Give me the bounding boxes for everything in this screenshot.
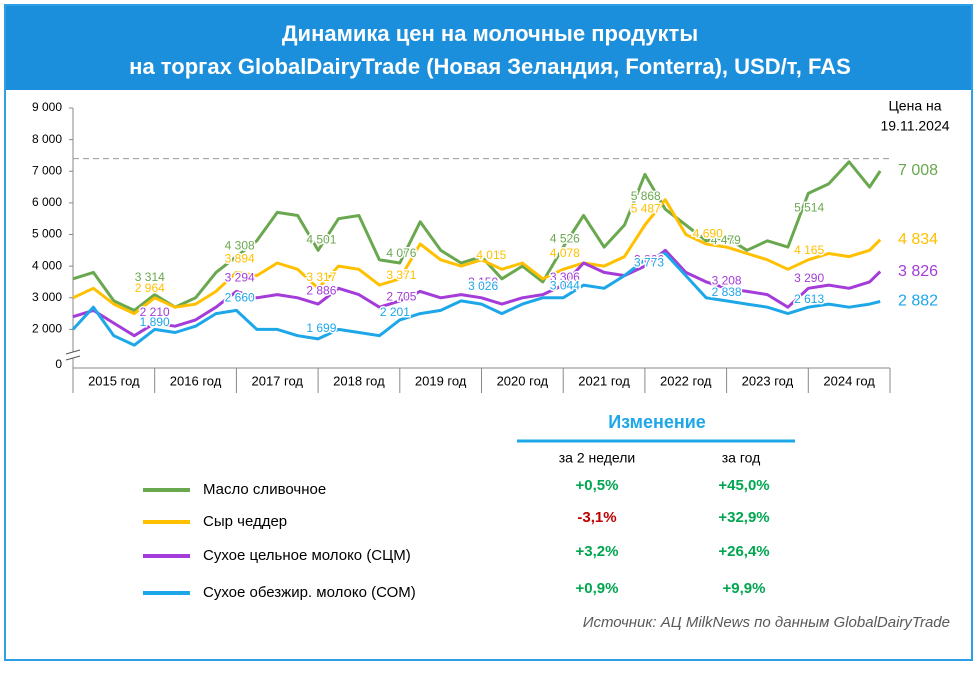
- x-tick-label: 2020 год: [497, 373, 549, 388]
- change-value: +9,9%: [723, 580, 766, 597]
- point-label: 2 660: [225, 291, 255, 305]
- y-tick-label: 2 000: [32, 322, 62, 336]
- changes-title: Изменение: [608, 412, 706, 432]
- point-label: 5 487: [631, 201, 661, 215]
- y-tick-label: 6 000: [32, 195, 62, 209]
- point-label: 3 290: [794, 271, 824, 285]
- price-date: Цена на: [888, 98, 941, 114]
- series-line: [72, 198, 882, 316]
- source: Источник: АЦ MilkNews по данным GlobalDa…: [583, 614, 950, 631]
- x-tick-label: 2021 год: [578, 373, 630, 388]
- legend-label: Сыр чеддер: [203, 513, 287, 530]
- series-line: [72, 160, 882, 312]
- point-label: 3 866: [634, 253, 664, 267]
- last-value-label: 3 826: [898, 263, 938, 280]
- point-label: 4 479: [711, 233, 741, 247]
- point-label: 4 501: [306, 232, 336, 246]
- point-label: 3 044: [550, 279, 580, 293]
- point-label: 3 208: [712, 273, 742, 287]
- point-label: 3 371: [386, 268, 416, 282]
- change-value: +3,2%: [576, 543, 619, 560]
- last-value-label: 2 882: [898, 293, 938, 310]
- change-value: -3,1%: [577, 509, 616, 526]
- point-label: 5 514: [794, 200, 824, 214]
- point-label: 4 078: [550, 246, 580, 260]
- column-header: за 2 недели: [559, 450, 635, 466]
- x-tick-label: 2024 год: [823, 373, 875, 388]
- title-bar: [6, 6, 971, 90]
- x-tick-label: 2022 год: [660, 373, 712, 388]
- change-value: +0,9%: [576, 580, 619, 597]
- point-label: 4 015: [476, 248, 506, 262]
- point-label: 3 150: [468, 275, 498, 289]
- point-label: 4 526: [550, 232, 580, 246]
- point-label: 4 690: [693, 226, 723, 240]
- legend-label: Масло сливочное: [203, 481, 326, 498]
- point-label: 2 705: [386, 289, 416, 303]
- point-label: 2 210: [140, 305, 170, 319]
- y-break-label: 0: [55, 357, 62, 371]
- point-label: 3 894: [225, 252, 255, 266]
- legend-label: Сухое цельное молоко (СЦМ): [203, 547, 411, 564]
- point-label: 2 613: [794, 292, 824, 306]
- point-label: 4 029: [476, 247, 506, 261]
- point-label: 2 886: [306, 284, 336, 298]
- x-tick-label: 2016 год: [170, 373, 222, 388]
- y-tick-label: 4 000: [32, 258, 62, 272]
- point-label: 3 294: [225, 271, 255, 285]
- price-date: 19.11.2024: [880, 118, 949, 134]
- legend-label: Сухое обезжир. молоко (СОМ): [203, 584, 416, 601]
- point-label: 3 773: [634, 255, 664, 269]
- y-tick-label: 9 000: [32, 100, 62, 114]
- y-tick-label: 5 000: [32, 227, 62, 241]
- point-label: 1 699: [306, 321, 336, 335]
- change-value: +32,9%: [718, 509, 769, 526]
- y-tick-label: 8 000: [32, 132, 62, 146]
- change-value: +26,4%: [718, 543, 769, 560]
- point-label: 2 964: [135, 281, 165, 295]
- point-label: 3 317: [306, 270, 336, 284]
- title-line: Динамика цен на молочные продукты: [282, 21, 698, 46]
- point-label: 2 201: [380, 305, 410, 319]
- frame: [4, 4, 973, 661]
- change-value: +0,5%: [576, 477, 619, 494]
- point-label: 4 165: [794, 243, 824, 257]
- change-value: +45,0%: [718, 477, 769, 494]
- point-label: 2 838: [712, 285, 742, 299]
- point-label: 3 026: [468, 279, 498, 293]
- title-line: на торгах GlobalDairyTrade (Новая Зеланд…: [129, 54, 851, 79]
- x-tick-label: 2023 год: [742, 373, 794, 388]
- axis-break: [65, 349, 81, 355]
- y-tick-label: 7 000: [32, 163, 62, 177]
- series-line: [71, 252, 881, 347]
- x-tick-label: 2018 год: [333, 373, 385, 388]
- x-tick-label: 2015 год: [88, 373, 140, 388]
- last-value-label: 4 834: [898, 231, 938, 248]
- point-label: 3 314: [135, 270, 165, 284]
- y-tick-label: 3 000: [32, 290, 62, 304]
- point-label: 4 308: [225, 239, 255, 253]
- axis-break: [65, 355, 81, 361]
- series-line: [72, 248, 882, 338]
- column-header: за год: [722, 450, 761, 466]
- point-label: 1 890: [140, 315, 170, 329]
- point-label: 5 868: [631, 189, 661, 203]
- point-label: 4 076: [386, 246, 416, 260]
- x-tick-label: 2017 год: [251, 373, 303, 388]
- point-label: 3 306: [550, 270, 580, 284]
- last-value-label: 7 008: [898, 162, 938, 179]
- x-tick-label: 2019 год: [415, 373, 467, 388]
